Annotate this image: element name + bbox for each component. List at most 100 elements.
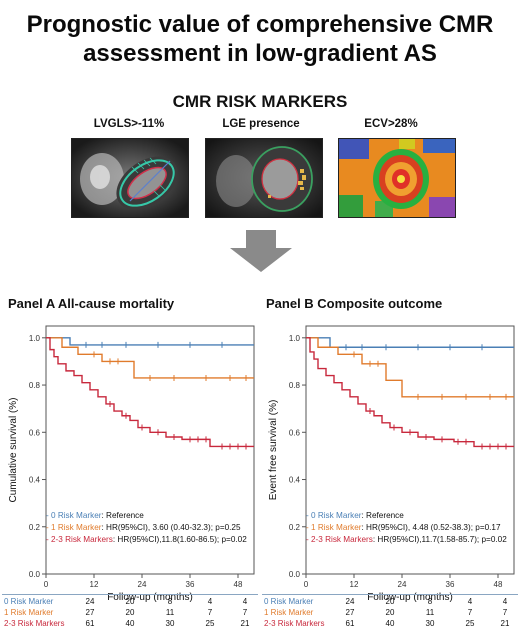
risk-cell: 8 bbox=[427, 597, 433, 606]
survival-curve-1 bbox=[306, 337, 514, 398]
x-tick-label: 48 bbox=[234, 580, 243, 589]
risk-cell: 20 bbox=[125, 608, 135, 617]
plot-frame bbox=[305, 325, 515, 575]
x-tick-label: 48 bbox=[494, 580, 503, 589]
x-tick-label: 0 bbox=[44, 580, 49, 589]
risk-cell: 7 bbox=[207, 608, 213, 617]
panel-a-survival-chart: 0.0 0.2 0.4 0.6 0.8 1.0 0 12 24 36 48 Follow-up (mo… bbox=[8, 325, 255, 603]
risk-cell: 11 bbox=[425, 608, 435, 617]
x-axis-label: Follow-up (months) bbox=[367, 592, 453, 603]
panel-b-legend-1: - 1 Risk Marker: HR(95%CI), 4.48 (0.52-3… bbox=[306, 523, 501, 532]
risk-row-2: 2-3 Risk Markers 61 40 30 25 21 bbox=[2, 619, 258, 629]
ecv-cmr-map bbox=[338, 138, 456, 218]
risk-cell: 7 bbox=[242, 608, 248, 617]
x-tick-label: 24 bbox=[398, 580, 407, 589]
y-tick-label: 0.2 bbox=[29, 523, 41, 532]
risk-cell: 4 bbox=[242, 597, 248, 606]
risk-cell: 21 bbox=[240, 619, 250, 628]
y-tick-label: 0.8 bbox=[289, 381, 301, 390]
legend-text: : Reference bbox=[361, 511, 404, 520]
title-line-1: Prognostic value of comprehensive CMR bbox=[26, 11, 494, 38]
risk-cell: 61 bbox=[85, 619, 95, 628]
figure-title: Prognostic value of comprehensive CMR as… bbox=[0, 10, 520, 68]
x-tick-label: 36 bbox=[186, 580, 195, 589]
risk-cell: 21 bbox=[500, 619, 510, 628]
risk-cell: 40 bbox=[385, 619, 395, 628]
risk-cell: 25 bbox=[205, 619, 215, 628]
y-axis-label: Event free survival (%) bbox=[268, 400, 279, 501]
legend-text: : HR(95%CI),11.7(1.58-85.7); p=0.02 bbox=[372, 535, 507, 544]
lge-cmr-image bbox=[205, 138, 323, 218]
risk-cell: 40 bbox=[125, 619, 135, 628]
risk-cell: 30 bbox=[425, 619, 435, 628]
x-axis-label: Follow-up (months) bbox=[107, 592, 193, 603]
markers-heading: CMR RISK MARKERS bbox=[172, 92, 348, 111]
marker-label-ecv: ECV>28% bbox=[364, 118, 418, 130]
risk-cell: 7 bbox=[467, 608, 473, 617]
risk-cell: 7 bbox=[502, 608, 508, 617]
y-tick-label: 1.0 bbox=[29, 334, 41, 343]
survival-curve-2 bbox=[306, 337, 514, 448]
risk-row-0: 0 Risk Marker 24 20 8 4 4 bbox=[262, 597, 518, 607]
lvgls-cmr-image bbox=[71, 138, 189, 218]
risk-cell: 11 bbox=[165, 608, 175, 617]
risk-row-2: 2-3 Risk Markers 61 40 30 25 21 bbox=[262, 619, 518, 629]
y-tick-label: 0.6 bbox=[29, 428, 41, 437]
panel-a-legend-1: - 1 Risk Marker: HR(95%CI), 3.60 (0.40-3… bbox=[46, 523, 241, 532]
panel-a-legend-2: - 2-3 Risk Markers: HR(95%CI),11.8(1.60-… bbox=[46, 535, 247, 544]
y-tick-label: 1.0 bbox=[289, 334, 301, 343]
risk-cell: 20 bbox=[125, 597, 135, 606]
legend-name: - 1 Risk Marker bbox=[46, 523, 102, 532]
legend-text: : HR(95%CI), 4.48 (0.52-38.3); p=0.17 bbox=[361, 523, 501, 532]
legend-name: - 1 Risk Marker bbox=[306, 523, 362, 532]
legend-name: - 0 Risk Marker bbox=[46, 511, 102, 520]
legend-name: - 2-3 Risk Markers bbox=[306, 535, 373, 544]
risk-cell: 25 bbox=[465, 619, 475, 628]
risk-cell: 27 bbox=[85, 608, 95, 617]
y-tick-label: 0.0 bbox=[29, 570, 41, 579]
y-tick-label: 0.8 bbox=[29, 381, 41, 390]
risk-row-label: 1 Risk Marker bbox=[4, 608, 54, 617]
risk-row-label: 2-3 Risk Markers bbox=[4, 619, 65, 628]
panel-a-risk-table: 0 Risk Marker 24 20 8 4 4 1 Risk Marker … bbox=[2, 594, 258, 631]
survival-curve-0 bbox=[306, 337, 514, 348]
survival-curve-1 bbox=[46, 337, 254, 379]
plot-frame bbox=[45, 325, 255, 575]
x-tick-label: 36 bbox=[446, 580, 455, 589]
risk-row-1: 1 Risk Marker 27 20 11 7 7 bbox=[2, 608, 258, 618]
x-tick-label: 24 bbox=[138, 580, 147, 589]
risk-cell: 24 bbox=[345, 597, 355, 606]
risk-cell: 24 bbox=[85, 597, 95, 606]
x-tick-label: 12 bbox=[90, 580, 99, 589]
risk-cell: 4 bbox=[502, 597, 508, 606]
x-tick-label: 0 bbox=[304, 580, 309, 589]
panel-b-risk-table: 0 Risk Marker 24 20 8 4 4 1 Risk Marker … bbox=[262, 594, 518, 631]
risk-row-label: 2-3 Risk Markers bbox=[264, 619, 325, 628]
risk-cell: 4 bbox=[207, 597, 213, 606]
risk-cell: 30 bbox=[165, 619, 175, 628]
panel-a-title: Panel A All-cause mortality bbox=[8, 296, 175, 311]
legend-text: : Reference bbox=[101, 511, 144, 520]
survival-curve-0 bbox=[46, 337, 254, 346]
legend-name: - 0 Risk Marker bbox=[306, 511, 362, 520]
panel-b-legend-2: - 2-3 Risk Markers: HR(95%CI),11.7(1.58-… bbox=[306, 535, 507, 544]
survival-curve-2 bbox=[46, 337, 254, 448]
x-tick-label: 12 bbox=[350, 580, 359, 589]
y-tick-label: 0.2 bbox=[289, 523, 301, 532]
risk-row-label: 0 Risk Marker bbox=[264, 597, 314, 606]
risk-row-0: 0 Risk Marker 24 20 8 4 4 bbox=[2, 597, 258, 607]
y-tick-label: 0.4 bbox=[29, 476, 41, 485]
panel-b-legend-0: - 0 Risk Marker: Reference bbox=[306, 511, 404, 520]
marker-label-lge: LGE presence bbox=[222, 118, 300, 130]
risk-cell: 4 bbox=[467, 597, 473, 606]
legend-text: : HR(95%CI), 3.60 (0.40-32.3); p=0.25 bbox=[101, 523, 241, 532]
risk-row-1: 1 Risk Marker 27 20 11 7 7 bbox=[262, 608, 518, 618]
risk-cell: 20 bbox=[385, 597, 395, 606]
y-axis-label: Cumulative survival (%) bbox=[8, 397, 19, 502]
marker-label-lvgls: LVGLS>-11% bbox=[93, 118, 165, 130]
legend-text: : HR(95%CI),11.8(1.60-86.5); p=0.02 bbox=[112, 535, 247, 544]
risk-cell: 20 bbox=[385, 608, 395, 617]
risk-cell: 27 bbox=[345, 608, 355, 617]
legend-name: - 2-3 Risk Markers bbox=[46, 535, 113, 544]
